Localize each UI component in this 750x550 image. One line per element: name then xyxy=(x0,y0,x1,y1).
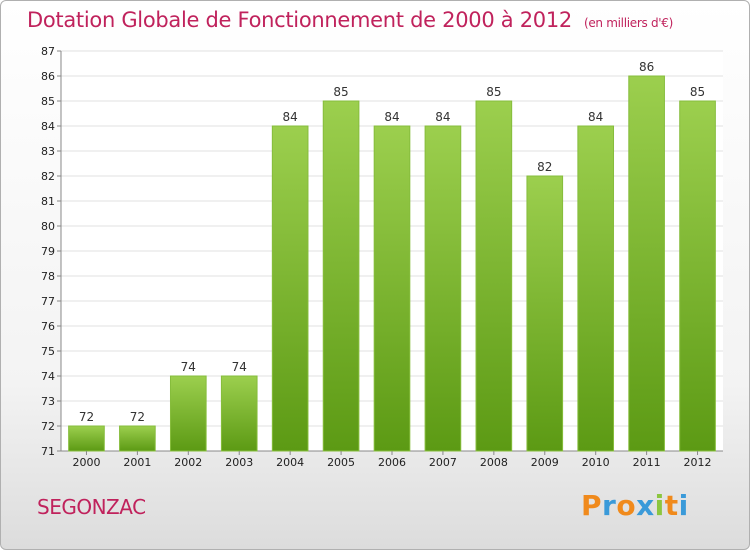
bar-2000 xyxy=(68,425,105,452)
y-tick-label: 77 xyxy=(41,295,55,308)
y-tick-label: 81 xyxy=(41,195,55,208)
x-tick-label-2004: 2004 xyxy=(276,456,304,469)
y-tick-label: 72 xyxy=(41,420,55,433)
x-tick-label-2000: 2000 xyxy=(72,456,100,469)
logo-letter: x xyxy=(636,489,655,522)
logo-letter: i xyxy=(654,489,665,522)
proxiti-logo: Proxiti xyxy=(581,489,689,522)
chart-subtitle: (en milliers d'€) xyxy=(583,16,673,30)
bar-2005 xyxy=(322,100,360,452)
data-label-2010: 84 xyxy=(588,110,603,124)
logo-letter: r xyxy=(602,489,617,522)
title-text: Dotation Globale de Fonctionnement de 20… xyxy=(27,8,572,32)
x-tick-label-2006: 2006 xyxy=(378,456,406,469)
data-label-2001: 72 xyxy=(130,410,145,424)
bar-2007 xyxy=(424,125,462,452)
y-tick-label: 83 xyxy=(41,145,55,158)
x-tick-label-2007: 2007 xyxy=(429,456,457,469)
data-label-2009: 82 xyxy=(537,160,552,174)
y-tick-label: 87 xyxy=(41,45,55,58)
bar-2001 xyxy=(119,425,156,452)
data-label-2005: 85 xyxy=(333,85,348,99)
y-tick-label: 85 xyxy=(41,95,55,108)
y-tick-label: 73 xyxy=(41,395,55,408)
bar-2010 xyxy=(577,125,615,452)
x-tick-label-2012: 2012 xyxy=(684,456,712,469)
commune-name: SEGONZAC xyxy=(37,495,146,519)
bar-2011 xyxy=(628,75,665,452)
data-label-2012: 85 xyxy=(690,85,705,99)
logo-letter: t xyxy=(664,489,679,522)
y-tick-label: 71 xyxy=(41,445,55,458)
bar-2006 xyxy=(373,125,411,452)
logo-letter: P xyxy=(581,489,603,522)
y-tick-label: 84 xyxy=(41,120,55,133)
y-tick-label: 74 xyxy=(41,370,55,383)
y-tick-label: 75 xyxy=(41,345,55,358)
bar-2012 xyxy=(679,100,716,452)
y-tick-label: 80 xyxy=(41,220,55,233)
data-label-2004: 84 xyxy=(283,110,298,124)
x-tick-label-2008: 2008 xyxy=(480,456,508,469)
bar-2002 xyxy=(169,375,207,452)
x-tick-label-2009: 2009 xyxy=(531,456,559,469)
x-tick-label-2005: 2005 xyxy=(327,456,355,469)
y-tick-label: 86 xyxy=(41,70,55,83)
data-label-2011: 86 xyxy=(639,60,654,74)
y-tick-label: 79 xyxy=(41,245,55,258)
y-tick-label: 78 xyxy=(41,270,55,283)
logo-letter: o xyxy=(616,489,637,522)
data-label-2007: 84 xyxy=(435,110,450,124)
bar-2008 xyxy=(475,100,513,452)
bar-2009 xyxy=(526,175,564,452)
data-label-2008: 85 xyxy=(486,85,501,99)
bar-2003 xyxy=(220,375,258,452)
bar-2004 xyxy=(271,125,309,452)
y-tick-label: 82 xyxy=(41,170,55,183)
data-label-2000: 72 xyxy=(79,410,94,424)
data-label-2003: 74 xyxy=(232,360,247,374)
data-label-2006: 84 xyxy=(384,110,399,124)
y-tick-label: 76 xyxy=(41,320,55,333)
x-tick-label-2002: 2002 xyxy=(174,456,202,469)
x-tick-label-2011: 2011 xyxy=(633,456,661,469)
x-tick-label-2003: 2003 xyxy=(225,456,253,469)
data-label-2002: 74 xyxy=(181,360,196,374)
chart-title: Dotation Globale de Fonctionnement de 20… xyxy=(27,8,673,32)
logo-letter: i xyxy=(678,489,689,522)
x-tick-label-2010: 2010 xyxy=(582,456,610,469)
x-tick-label-2001: 2001 xyxy=(123,456,151,469)
